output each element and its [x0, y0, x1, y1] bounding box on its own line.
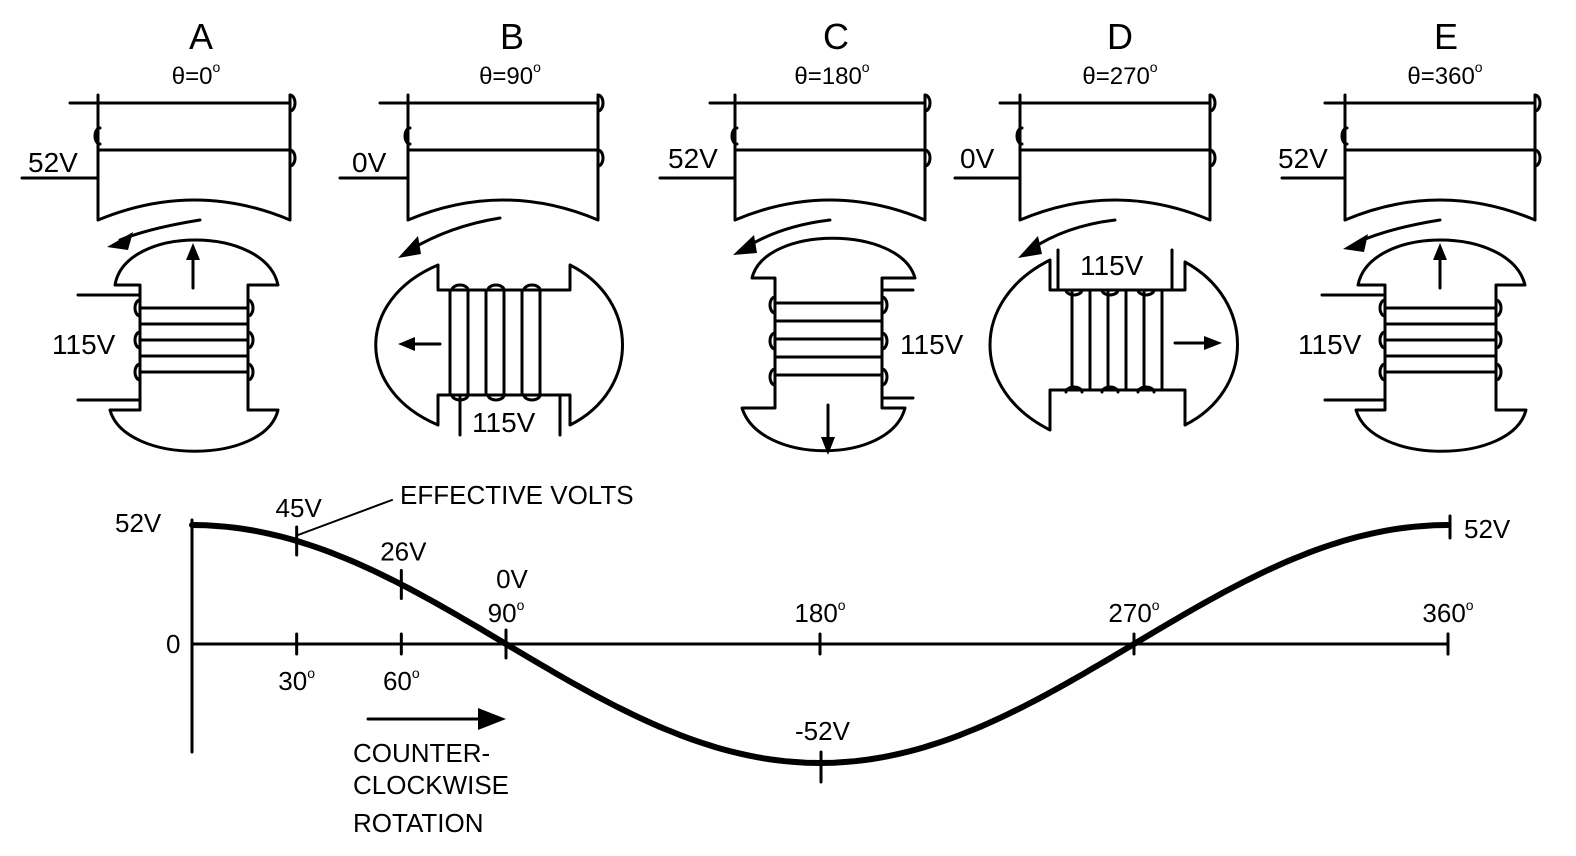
panel-e-rotor: 115V	[1298, 238, 1528, 453]
x-tick-label-30: 30o	[278, 665, 315, 696]
x-tick-label-270: 270o	[1108, 597, 1159, 628]
panel-e-letter: E	[1434, 16, 1458, 57]
panel-b-rotor: 115V	[374, 263, 624, 438]
field-arrow-icon	[1433, 243, 1447, 260]
panel-c: C θ=180o 52V 115V	[658, 16, 964, 455]
zero-label: 0	[166, 629, 180, 659]
panel-d-letter: D	[1107, 16, 1133, 57]
panel-d-stator: 0V	[953, 93, 1217, 258]
panel-d-rotor-voltage: 115V	[1080, 250, 1144, 281]
panel-d-angle: θ=270o	[1082, 59, 1157, 90]
panel-e: E θ=360o 52V 115V	[1278, 16, 1542, 453]
peak-right-label: 52V	[1464, 514, 1511, 544]
panel-b-letter: B	[500, 16, 524, 57]
panel-e-rotor-voltage: 115V	[1298, 329, 1362, 360]
panel-a: A θ=0o 52V 115V	[20, 16, 297, 453]
rotation-label-line-1: COUNTER-	[353, 738, 490, 768]
panel-b: B θ=90o 0V 115V	[338, 16, 624, 438]
rotation-direction-arrow-icon	[478, 708, 506, 730]
panel-d-stator-voltage: 0V	[960, 143, 995, 174]
panel-c-letter: C	[823, 16, 849, 57]
field-arrow-icon	[186, 243, 200, 260]
panel-a-stator: 52V	[20, 93, 297, 250]
panel-c-rotor: 115V	[740, 236, 964, 455]
x-tick-label-60: 60o	[383, 665, 420, 696]
panel-b-angle: θ=90o	[479, 59, 541, 90]
curve-point-label-60: 26V	[380, 537, 427, 567]
panel-e-stator: 52V	[1278, 93, 1542, 252]
rotation-label-line-3: ROTATION	[353, 808, 483, 838]
x-tick-label-90: 90o	[488, 597, 525, 628]
panel-a-angle: θ=0o	[172, 59, 221, 90]
rotation-arrow-icon	[107, 232, 133, 250]
rotation-arrow-icon	[1343, 234, 1368, 252]
panel-c-rotor-voltage: 115V	[900, 329, 964, 360]
panel-e-stator-voltage: 52V	[1278, 143, 1328, 174]
field-arrow-icon	[821, 437, 835, 455]
x-tick-label-360: 360o	[1422, 597, 1473, 628]
rotation-label-line-2: CLOCKWISE	[353, 770, 509, 800]
x-tick-group: 30o 60o 90o 180o 270o 360o	[278, 597, 1473, 696]
effective-volts-label: EFFECTIVE VOLTS	[400, 480, 634, 510]
panel-b-rotor-voltage: 115V	[472, 407, 536, 438]
panel-a-stator-voltage: 52V	[28, 147, 78, 178]
panel-d: D θ=270o 0V 115V	[953, 16, 1239, 432]
rotation-arrow-icon	[398, 236, 421, 258]
peak-left-label: 52V	[115, 508, 162, 538]
rotation-arrow-icon	[733, 235, 757, 255]
panel-d-rotor: 115V	[988, 248, 1239, 432]
field-arrow-icon	[1204, 336, 1222, 350]
voltage-graph: 30o 60o 90o 180o 270o 360o 45V 26V 0V 52V 52V 0…	[115, 480, 1511, 838]
curve-point-label-90: 0V	[496, 564, 528, 594]
curve-point-label-30: 45V	[276, 493, 323, 523]
x-tick-label-180: 180o	[794, 597, 845, 628]
effective-volts-leader	[297, 499, 393, 536]
panel-c-stator: 52V	[658, 93, 932, 255]
panel-a-rotor-voltage: 115V	[52, 329, 116, 360]
panel-c-stator-voltage: 52V	[668, 143, 718, 174]
panel-b-stator-voltage: 0V	[352, 147, 387, 178]
panel-a-rotor: 115V	[52, 238, 280, 453]
panel-b-stator: 0V	[338, 93, 605, 258]
panel-a-letter: A	[189, 16, 213, 57]
trough-label: -52V	[795, 716, 851, 746]
panel-e-angle: θ=360o	[1407, 59, 1482, 90]
rotation-arrow-icon	[1018, 236, 1042, 258]
panel-c-angle: θ=180o	[794, 59, 869, 90]
field-arrow-icon	[398, 337, 415, 351]
point-mark-group: 45V 26V 0V	[276, 493, 529, 660]
